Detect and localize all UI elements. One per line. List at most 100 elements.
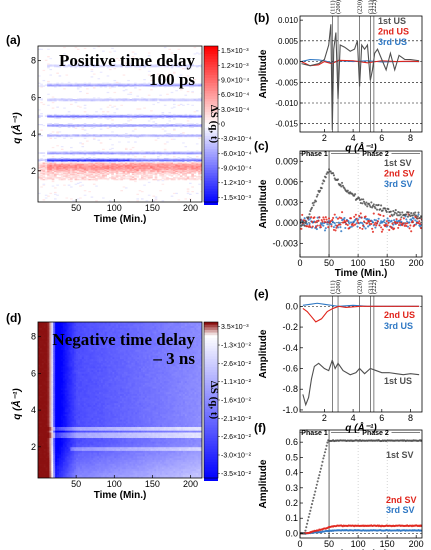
heatmap-cell: [113, 68, 117, 70]
heatmap-cell: [189, 164, 192, 166]
heatmap-cell: [168, 173, 172, 175]
heatmap-cell: [184, 113, 188, 116]
heatmap-cell: [184, 64, 188, 66]
heatmap-cell: [83, 162, 87, 164]
heatmap-cell: [95, 170, 98, 173]
heatmap-cell: [140, 198, 144, 200]
heatmap-cell: [173, 72, 176, 74]
heatmap-cell: [191, 135, 194, 137]
heatmap-cell: [88, 100, 91, 102]
heatmap-cell: [115, 157, 119, 160]
heatmap-cell: [104, 168, 107, 171]
heatmap-cell: [47, 441, 50, 444]
heatmap-cell: [154, 173, 158, 175]
data-point: [328, 217, 331, 220]
heatmap-cell: [168, 98, 172, 100]
heatmap-cell: [134, 174, 137, 176]
heatmap-cell: [152, 200, 156, 202]
heatmap-cell: [49, 159, 53, 162]
heatmap-cell: [108, 167, 112, 169]
heatmap-cell: [47, 124, 50, 127]
heatmap-cell: [55, 393, 58, 396]
heatmap-cell: [104, 173, 107, 175]
heatmap-cell: [200, 164, 202, 166]
data-point: [419, 227, 422, 230]
heatmap-cell: [111, 115, 114, 117]
heatmap-cell: [127, 66, 130, 68]
heatmap-cell: [53, 342, 56, 345]
heatmap-cell: [90, 157, 94, 160]
data-point: [351, 222, 354, 225]
heatmap-cell: [51, 366, 54, 369]
heatmap-cell: [145, 124, 149, 126]
heatmap-cell: [86, 168, 89, 170]
heatmap-cell: [122, 134, 126, 136]
heatmap-cell: [102, 178, 105, 180]
heatmap-cell: [38, 323, 41, 327]
heatmap-cell: [53, 393, 56, 396]
heatmap-cell: [173, 152, 176, 154]
heatmap-cell: [122, 65, 126, 67]
heatmap-cell: [39, 430, 43, 433]
heatmap-cell: [138, 100, 142, 102]
heatmap-cell: [57, 355, 60, 358]
heatmap-cell: [39, 443, 43, 446]
heatmap-cell: [198, 134, 201, 136]
heatmap-cell: [42, 124, 46, 127]
heatmap-cell: [57, 465, 60, 468]
heatmap-cell: [49, 168, 53, 171]
heatmap-cell: [47, 82, 50, 84]
colorbar-step: [204, 199, 218, 203]
heatmap-cell: [131, 159, 135, 162]
heatmap-cell: [38, 353, 41, 356]
heatmap-cell: [70, 164, 73, 166]
data-point: [389, 215, 392, 218]
heatmap-cell: [111, 116, 114, 118]
heatmap-cell: [74, 162, 78, 164]
heatmap-cell: [63, 135, 66, 137]
heatmap-cell: [102, 157, 105, 160]
heatmap-cell: [60, 115, 64, 117]
heatmap-cell: [60, 99, 64, 101]
heatmap-cell: [55, 411, 58, 415]
heatmap-cell: [88, 171, 91, 173]
heatmap-cell: [129, 63, 133, 65]
heatmap-cell: [43, 380, 47, 383]
heatmap-cell: [143, 151, 146, 153]
heatmap-cell: [56, 158, 59, 161]
heatmap-cell: [41, 338, 45, 341]
heatmap-cell: [47, 435, 50, 439]
heatmap-cell: [88, 125, 91, 128]
heatmap-cell: [147, 74, 151, 76]
heatmap-annotation: 100 ps: [149, 70, 195, 89]
heatmap-cell: [49, 322, 52, 325]
heatmap-cell: [41, 444, 45, 448]
heatmap-cell: [51, 325, 54, 328]
heatmap-cell: [198, 124, 201, 127]
heatmap-cell: [51, 83, 55, 85]
heatmap-cell: [175, 192, 178, 195]
heatmap-cell: [54, 159, 57, 162]
heatmap-cell: [113, 170, 117, 173]
heatmap-cell: [124, 152, 128, 154]
heatmap-cell: [57, 344, 60, 347]
heatmap-cell: [58, 83, 62, 85]
heatmap-cell: [163, 167, 167, 169]
heatmap-cell: [40, 179, 43, 181]
data-point: [369, 220, 372, 223]
heatmap-cell: [58, 448, 62, 451]
heatmap-cell: [41, 344, 45, 347]
heatmap-cell: [150, 172, 153, 174]
heatmap-cell: [53, 433, 56, 437]
heatmap-cell: [200, 157, 202, 159]
panel-label: (a): [6, 33, 21, 47]
heatmap-cell: [175, 124, 178, 126]
heatmap-cell: [57, 349, 60, 352]
heatmap-cell: [72, 173, 75, 175]
heatmap-cell: [186, 66, 190, 68]
heatmap-cell: [38, 177, 41, 179]
heatmap-cell: [131, 152, 135, 154]
heatmap-cell: [49, 455, 52, 459]
heatmap-cell: [200, 190, 202, 193]
heatmap-cell: [47, 340, 50, 343]
